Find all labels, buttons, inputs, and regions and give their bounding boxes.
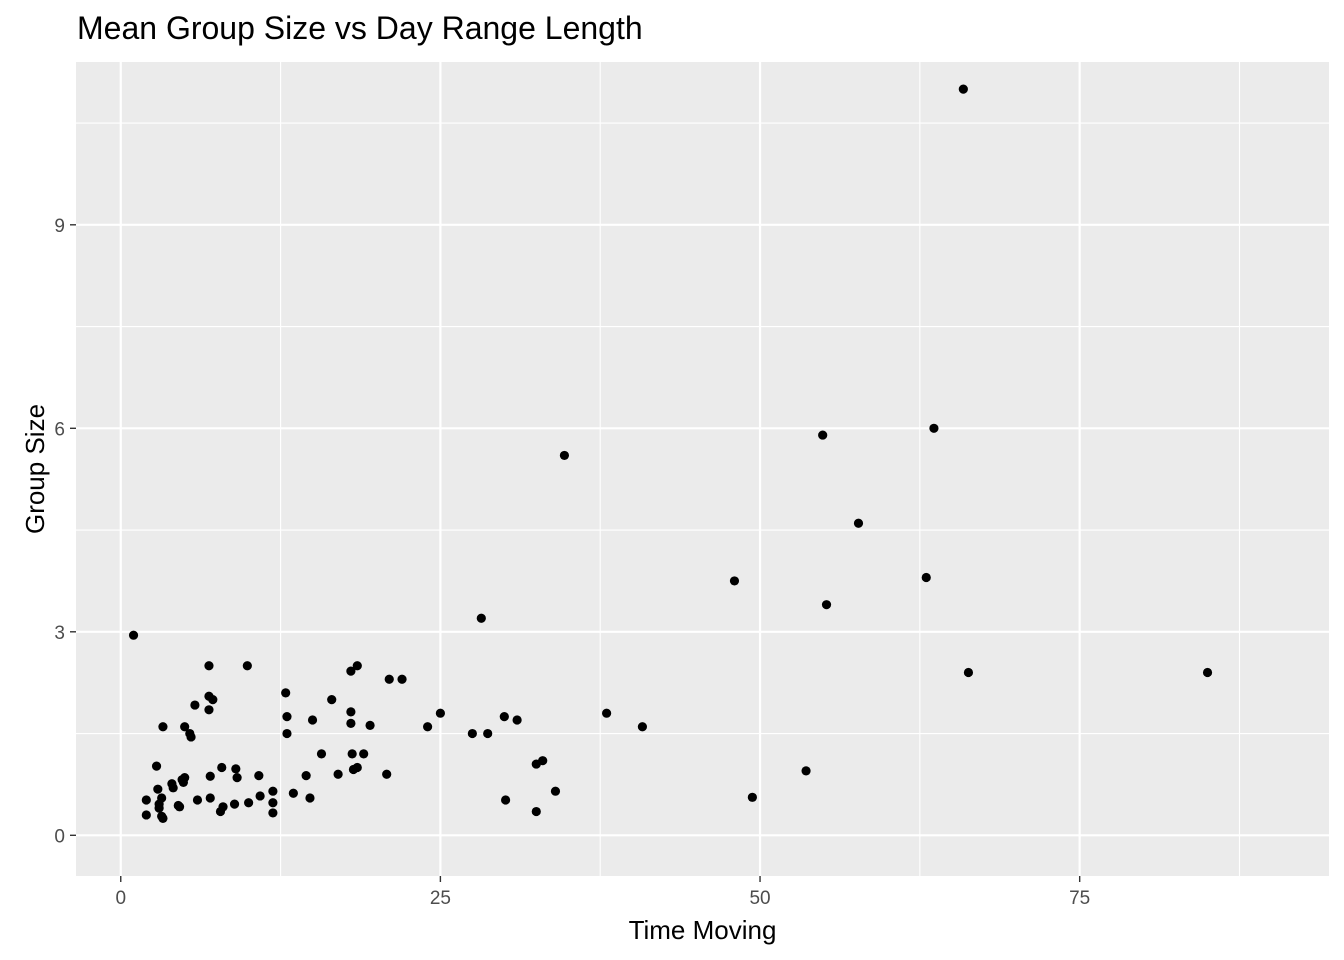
axes: 0 25 50 75 0 3 6 9 — [54, 216, 1090, 909]
data-point — [512, 715, 522, 725]
data-point — [158, 722, 168, 732]
data-point — [268, 808, 278, 818]
data-points — [128, 84, 1213, 823]
data-point — [1202, 667, 1213, 678]
y-axis-title: Group Size — [20, 404, 50, 534]
data-point — [153, 784, 163, 794]
data-point — [217, 762, 227, 773]
data-point — [501, 795, 511, 805]
x-tick-label: 0 — [115, 888, 126, 909]
data-point — [729, 576, 740, 586]
data-point — [963, 667, 974, 678]
minor-gridlines — [76, 62, 1329, 876]
data-point — [346, 707, 356, 717]
data-point — [929, 423, 939, 433]
y-tick-label: 3 — [54, 623, 65, 644]
data-point — [205, 771, 215, 781]
data-point — [205, 793, 215, 803]
data-point — [499, 711, 509, 722]
data-point — [467, 728, 477, 739]
data-point — [347, 749, 357, 759]
data-point — [333, 769, 343, 779]
data-point — [307, 715, 318, 725]
data-point — [128, 630, 139, 640]
data-point — [958, 84, 968, 94]
data-point — [550, 786, 561, 796]
data-point — [208, 695, 218, 705]
data-point — [229, 799, 240, 809]
major-gridlines — [76, 62, 1329, 876]
data-point — [204, 661, 214, 671]
data-point — [423, 722, 433, 732]
data-point — [327, 695, 337, 705]
data-point — [921, 572, 931, 583]
data-point — [232, 773, 242, 783]
data-point — [301, 771, 311, 781]
chart-title: Mean Group Size vs Day Range Length — [77, 10, 643, 46]
data-point — [268, 798, 278, 808]
data-point — [254, 771, 264, 781]
data-point — [154, 803, 164, 813]
y-tick-label: 6 — [54, 419, 65, 440]
data-point — [174, 802, 185, 812]
data-point — [531, 806, 541, 817]
x-tick-label: 50 — [749, 888, 770, 909]
data-point — [168, 783, 178, 793]
data-point — [288, 788, 298, 798]
data-point — [282, 711, 292, 722]
data-point — [602, 708, 612, 718]
data-point — [157, 793, 167, 803]
data-point — [180, 773, 190, 783]
data-point — [281, 688, 291, 698]
data-point — [435, 708, 445, 718]
data-point — [384, 674, 394, 684]
y-tick-label: 0 — [54, 826, 65, 847]
data-point — [242, 661, 252, 671]
data-point — [538, 756, 548, 766]
data-point — [255, 791, 265, 801]
data-point — [346, 718, 356, 728]
data-point — [382, 769, 392, 779]
data-point — [801, 766, 811, 776]
data-point — [218, 802, 228, 812]
x-tick-label: 25 — [430, 888, 451, 909]
plot-panel — [76, 62, 1329, 876]
data-point — [476, 613, 486, 623]
data-point — [853, 518, 864, 528]
data-point — [180, 722, 190, 732]
data-point — [559, 450, 570, 461]
data-point — [141, 795, 151, 805]
data-point — [186, 732, 196, 742]
data-point — [818, 430, 828, 440]
data-point — [352, 762, 362, 773]
data-point — [365, 720, 375, 731]
data-point — [268, 786, 278, 796]
data-point — [359, 749, 369, 759]
data-point — [231, 764, 241, 774]
data-point — [305, 793, 315, 803]
data-point — [316, 749, 327, 759]
data-point — [352, 661, 362, 671]
data-point — [192, 795, 203, 805]
data-point — [190, 700, 200, 710]
data-point — [204, 705, 214, 715]
data-point — [282, 728, 292, 739]
data-point — [158, 813, 168, 823]
data-point — [397, 674, 407, 684]
data-point — [244, 798, 254, 808]
data-point — [821, 600, 832, 610]
data-point — [637, 722, 648, 732]
x-tick-label: 75 — [1069, 888, 1090, 909]
x-axis-title: Time Moving — [629, 915, 777, 945]
data-point — [483, 728, 493, 739]
data-point — [151, 761, 162, 771]
data-point — [747, 792, 757, 802]
data-point — [346, 666, 356, 676]
y-tick-label: 9 — [54, 216, 65, 237]
data-point — [141, 810, 151, 820]
